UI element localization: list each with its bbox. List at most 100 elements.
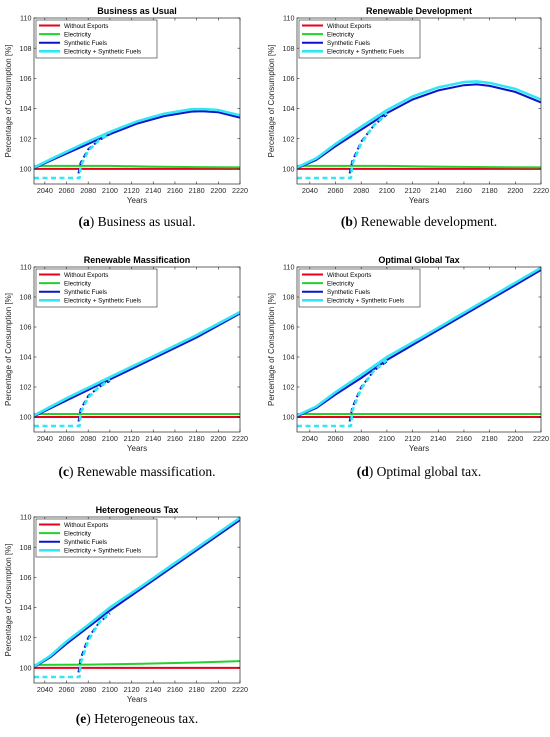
x-tick-label: 2160 [167, 186, 183, 195]
y-tick-label: 100 [283, 165, 295, 174]
legend-entry-label: Without Exports [327, 272, 371, 279]
caption-text: Renewable development. [361, 214, 497, 229]
legend-entry-label: Electricity [327, 31, 355, 38]
subfigure-caption: (e) Heterogeneous tax. [76, 711, 199, 726]
y-tick-label: 108 [283, 44, 295, 53]
x-tick-label: 2040 [37, 685, 53, 694]
x-tick-label: 2140 [145, 186, 161, 195]
x-tick-label: 2220 [533, 186, 549, 195]
legend-entry-label: Without Exports [64, 23, 108, 30]
y-tick-label: 110 [283, 14, 294, 23]
y-tick-label: 102 [20, 134, 32, 143]
chart-title: Renewable Development [366, 6, 472, 16]
y-tick-label: 100 [20, 664, 32, 673]
x-tick-label: 2220 [232, 186, 248, 195]
x-tick-label: 2120 [124, 434, 140, 443]
x-tick-label: 2100 [102, 434, 118, 443]
y-tick-label: 110 [20, 513, 31, 522]
axes-box [33, 17, 241, 185]
y-tick-label: 108 [283, 293, 295, 302]
chart-panel: Business as Usual 2040 2060 2080 2100 2120 214… [4, 6, 248, 229]
x-tick-label: 2200 [507, 186, 523, 195]
chart-panel: Renewable Development 2040 2060 2080 2100 212… [267, 6, 549, 229]
x-tick-label: 2060 [328, 186, 344, 195]
x-tick-label: 2200 [210, 186, 226, 195]
x-tick-label: 2200 [507, 434, 523, 443]
x-tick-label: 2120 [405, 186, 421, 195]
x-tick-label: 2100 [379, 434, 395, 443]
caption-tag: ( [357, 464, 362, 479]
y-tick-label: 108 [20, 543, 32, 552]
subfigure-caption: (d) Optimal global tax. [357, 464, 482, 479]
series-line [297, 83, 541, 170]
x-tick-label: 2140 [145, 434, 161, 443]
series-line [297, 267, 541, 417]
y-tick-label: 100 [20, 165, 32, 174]
x-tick-label: 2180 [189, 434, 205, 443]
caption-tag-letter: d [361, 464, 369, 479]
chart-title: Optimal Global Tax [378, 255, 459, 265]
y-tick-label: 106 [20, 573, 32, 582]
x-tick-label: 2140 [430, 186, 446, 195]
y-tick-label: 106 [20, 74, 32, 83]
x-tick-label: 2120 [124, 685, 140, 694]
y-tick-label: 104 [283, 104, 295, 113]
legend-entry-label: Electricity [64, 280, 92, 287]
caption-tag-letter: c [63, 464, 69, 479]
series-line [297, 112, 388, 180]
x-tick-label: 2060 [59, 685, 75, 694]
y-tick-label: 106 [20, 323, 32, 332]
series-line [77, 612, 111, 673]
x-tick-label: 2220 [533, 434, 549, 443]
x-tick-label: 2180 [189, 685, 205, 694]
series-line [297, 80, 541, 169]
y-axis-label: Percentage of Consumption [%] [4, 45, 13, 158]
chart-title: Heterogeneous Tax [96, 505, 179, 515]
x-tick-label: 2040 [37, 434, 53, 443]
x-tick-label: 2220 [232, 685, 248, 694]
x-tick-label: 2180 [482, 434, 498, 443]
y-tick-label: 106 [283, 74, 295, 83]
x-tick-label: 2140 [430, 434, 446, 443]
x-tick-label: 2180 [189, 186, 205, 195]
caption-tag: ( [76, 711, 81, 726]
subfigure-caption: (c) Renewable massification. [58, 464, 215, 479]
y-axis-label: Percentage of Consumption [%] [267, 45, 276, 158]
x-tick-label: 2060 [328, 434, 344, 443]
y-tick-label: 108 [20, 293, 32, 302]
caption-text: Heterogeneous tax. [94, 711, 198, 726]
x-tick-label: 2200 [210, 685, 226, 694]
series-line [34, 517, 240, 668]
series-line [348, 113, 388, 174]
y-tick-label: 106 [283, 323, 295, 332]
series-line [34, 611, 111, 679]
x-tick-label: 2200 [210, 434, 226, 443]
y-tick-label: 110 [20, 14, 31, 23]
series-line [34, 378, 111, 428]
x-tick-label: 2080 [80, 685, 96, 694]
legend-entry-label: Without Exports [64, 522, 108, 529]
x-tick-label: 2100 [102, 186, 118, 195]
x-axis-label: Years [127, 444, 147, 453]
caption-tag-letter: b [345, 214, 353, 229]
y-axis-label: Percentage of Consumption [%] [4, 544, 13, 657]
caption-text: Optimal global tax. [377, 464, 482, 479]
caption-tag-letter: a [83, 214, 90, 229]
subfigure-caption: (b) Renewable development. [341, 214, 497, 229]
y-tick-label: 100 [20, 413, 32, 422]
legend-entry-label: Without Exports [64, 272, 108, 279]
caption-tag: ( [341, 214, 346, 229]
caption-tag-close: ) [86, 711, 94, 726]
caption-text: Renewable massification. [77, 464, 216, 479]
legend-entry-label: Without Exports [327, 23, 371, 30]
series-line [34, 131, 111, 180]
series-group [297, 80, 541, 180]
series-line [34, 107, 240, 169]
x-axis-label: Years [409, 196, 429, 205]
legend-entry-label: Electricity [64, 530, 92, 537]
